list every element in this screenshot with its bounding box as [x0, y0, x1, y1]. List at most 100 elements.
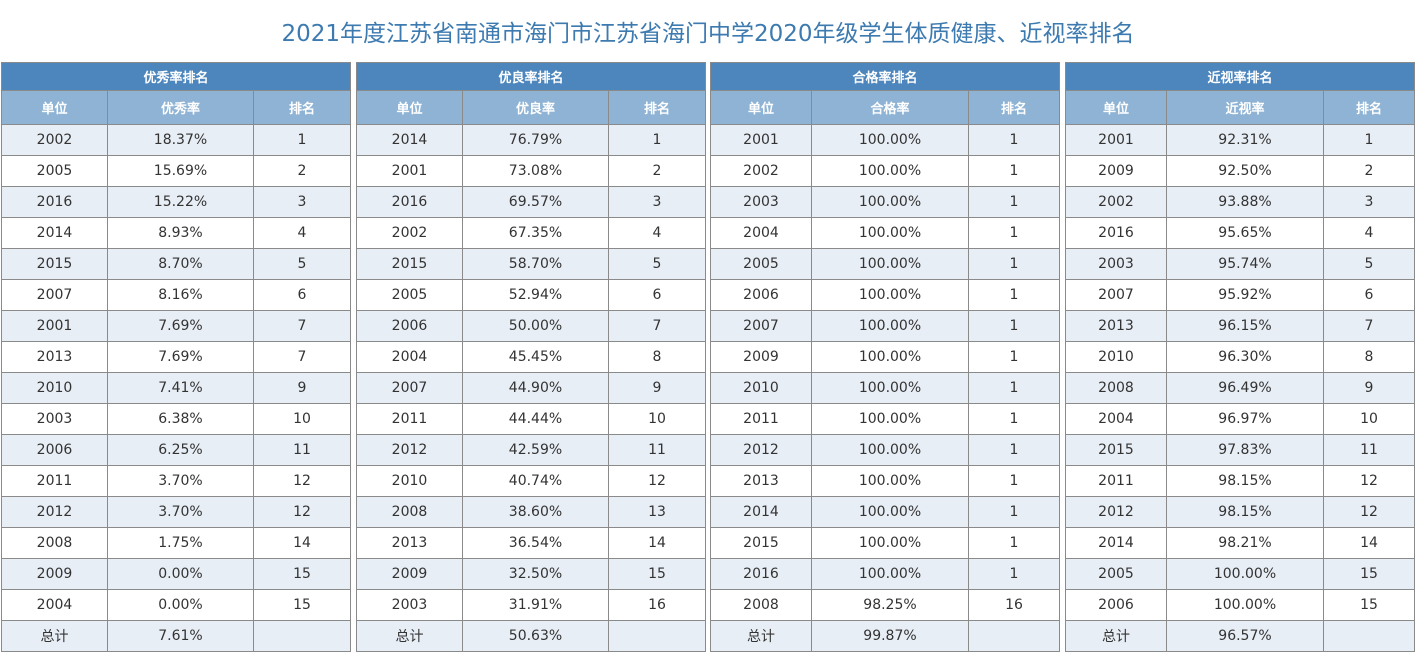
- cell-rate: 0.00%: [107, 589, 254, 621]
- cell-rate: 3.70%: [107, 496, 254, 528]
- cell-rank: 1: [967, 310, 1061, 342]
- cell-rate: 100.00%: [1166, 558, 1324, 590]
- cell-rate: 100.00%: [1166, 589, 1324, 621]
- cell-rank: 8: [1322, 341, 1416, 373]
- cell-rate: 96.30%: [1166, 341, 1324, 373]
- cell-rank: 7: [252, 310, 352, 342]
- table-row: 2012 3.70% 12: [1, 496, 352, 528]
- cell-rate: 100.00%: [811, 434, 969, 466]
- cell-rank: 3: [607, 186, 707, 218]
- table-row: 2006 100.00% 15: [1065, 589, 1416, 621]
- cell-rank: 15: [1322, 589, 1416, 621]
- cell-unit: 2012: [1065, 496, 1167, 528]
- column-header-rate[interactable]: 优良率: [462, 90, 609, 125]
- table-caption: 合格率排名: [709, 62, 1061, 91]
- column-header-rate[interactable]: 优秀率: [107, 90, 254, 125]
- table-row: 2012 98.15% 12: [1065, 496, 1416, 528]
- cell-rank: 10: [607, 403, 707, 435]
- cell-rank: 9: [1322, 372, 1416, 404]
- cell-rank: 4: [252, 217, 352, 249]
- cell-unit: 2013: [356, 527, 463, 559]
- cell-rate: 31.91%: [462, 589, 609, 621]
- cell-rank: 10: [1322, 403, 1416, 435]
- cell-unit: 2012: [1, 496, 108, 528]
- cell-rank: 1: [252, 124, 352, 156]
- column-header-rank[interactable]: 排名: [607, 90, 707, 125]
- cell-unit: 2006: [356, 310, 463, 342]
- cell-rank: 9: [607, 372, 707, 404]
- table-row: 2008 1.75% 14: [1, 527, 352, 559]
- cell-rank: 12: [1322, 496, 1416, 528]
- cell-rank: 11: [607, 434, 707, 466]
- cell-rate: 58.70%: [462, 248, 609, 280]
- column-header-rank[interactable]: 排名: [1322, 90, 1416, 125]
- myopia-rate-panel: 近视率排名 单位 近视率 排名 2001 92.31% 1 2009 92.50% 2 20…: [1064, 62, 1416, 652]
- cell-unit: 2002: [1065, 186, 1167, 218]
- cell-unit: 2001: [1, 310, 108, 342]
- table-row: 2006 50.00% 7: [356, 310, 707, 342]
- cell-unit: 2016: [710, 558, 812, 590]
- cell-unit: 2009: [710, 341, 812, 373]
- column-header-unit[interactable]: 单位: [1065, 90, 1167, 125]
- cell-unit: 2007: [1065, 279, 1167, 311]
- cell-unit: 2009: [356, 558, 463, 590]
- cell-rank: 10: [252, 403, 352, 435]
- cell-unit: 2010: [710, 372, 812, 404]
- cell-rate: 32.50%: [462, 558, 609, 590]
- cell-rank: 12: [1322, 465, 1416, 497]
- column-header-unit[interactable]: 单位: [1, 90, 108, 125]
- cell-unit: 2010: [1065, 341, 1167, 373]
- cell-rank: 1: [967, 465, 1061, 497]
- cell-unit: 2013: [1, 341, 108, 373]
- pass-rate-table: 合格率排名 单位 合格率 排名 2001 100.00% 1 2002 100.00% 1…: [709, 62, 1061, 652]
- column-header-rate[interactable]: 近视率: [1166, 90, 1324, 125]
- table-row: 2015 97.83% 11: [1065, 434, 1416, 466]
- table-row: 2013 7.69% 7: [1, 341, 352, 373]
- cell-rate: 100.00%: [811, 186, 969, 218]
- cell-unit: 2015: [1065, 434, 1167, 466]
- cell-rate: 100.00%: [811, 527, 969, 559]
- table-row: 2005 52.94% 6: [356, 279, 707, 311]
- cell-unit: 2015: [356, 248, 463, 280]
- column-header-rate[interactable]: 合格率: [811, 90, 969, 125]
- cell-unit: 2005: [1, 155, 108, 187]
- cell-rate: 7.69%: [107, 341, 254, 373]
- cell-rank: 1: [967, 496, 1061, 528]
- table-row: 2009 0.00% 15: [1, 558, 352, 590]
- cell-unit: 2008: [1, 527, 108, 559]
- cell-unit: 2010: [1, 372, 108, 404]
- cell-rate: 42.59%: [462, 434, 609, 466]
- column-header-unit[interactable]: 单位: [710, 90, 812, 125]
- cell-rate: 95.74%: [1166, 248, 1324, 280]
- cell-unit: 2007: [710, 310, 812, 342]
- cell-unit: 2016: [1065, 217, 1167, 249]
- cell-rate: 38.60%: [462, 496, 609, 528]
- cell-rate: 98.15%: [1166, 465, 1324, 497]
- cell-rank: 1: [967, 434, 1061, 466]
- table-body: 2002 18.37% 1 2005 15.69% 2 2016 15.22% 3 2014 8.9…: [1, 124, 352, 652]
- column-header-rank[interactable]: 排名: [967, 90, 1061, 125]
- table-caption: 优良率排名: [355, 62, 707, 91]
- cell-unit: 2003: [356, 589, 463, 621]
- cell-rank: 2: [252, 155, 352, 187]
- cell-rate: 6.25%: [107, 434, 254, 466]
- excellent-rate-table: 优秀率排名 单位 优秀率 排名 2002 18.37% 1 2005 15.69% 2 20…: [0, 62, 352, 652]
- cell-rate: 7.69%: [107, 310, 254, 342]
- cell-rate: 7.41%: [107, 372, 254, 404]
- table-row: 2014 76.79% 1: [356, 124, 707, 156]
- cell-rank: 12: [252, 465, 352, 497]
- cell-unit: 2001: [356, 155, 463, 187]
- table-row: 2015 58.70% 5: [356, 248, 707, 280]
- table-row: 2005 100.00% 15: [1065, 558, 1416, 590]
- cell-rank: 12: [607, 465, 707, 497]
- column-header-rank[interactable]: 排名: [252, 90, 352, 125]
- cell-unit: 2006: [1, 434, 108, 466]
- cell-rank: 1: [967, 372, 1061, 404]
- cell-rank: 1: [967, 403, 1061, 435]
- total-row: 总计 96.57%: [1065, 620, 1416, 652]
- cell-unit: 2005: [1065, 558, 1167, 590]
- table-row: 2011 100.00% 1: [710, 403, 1061, 435]
- column-header-unit[interactable]: 单位: [356, 90, 463, 125]
- cell-rank: 15: [252, 558, 352, 590]
- cell-rank: 13: [607, 496, 707, 528]
